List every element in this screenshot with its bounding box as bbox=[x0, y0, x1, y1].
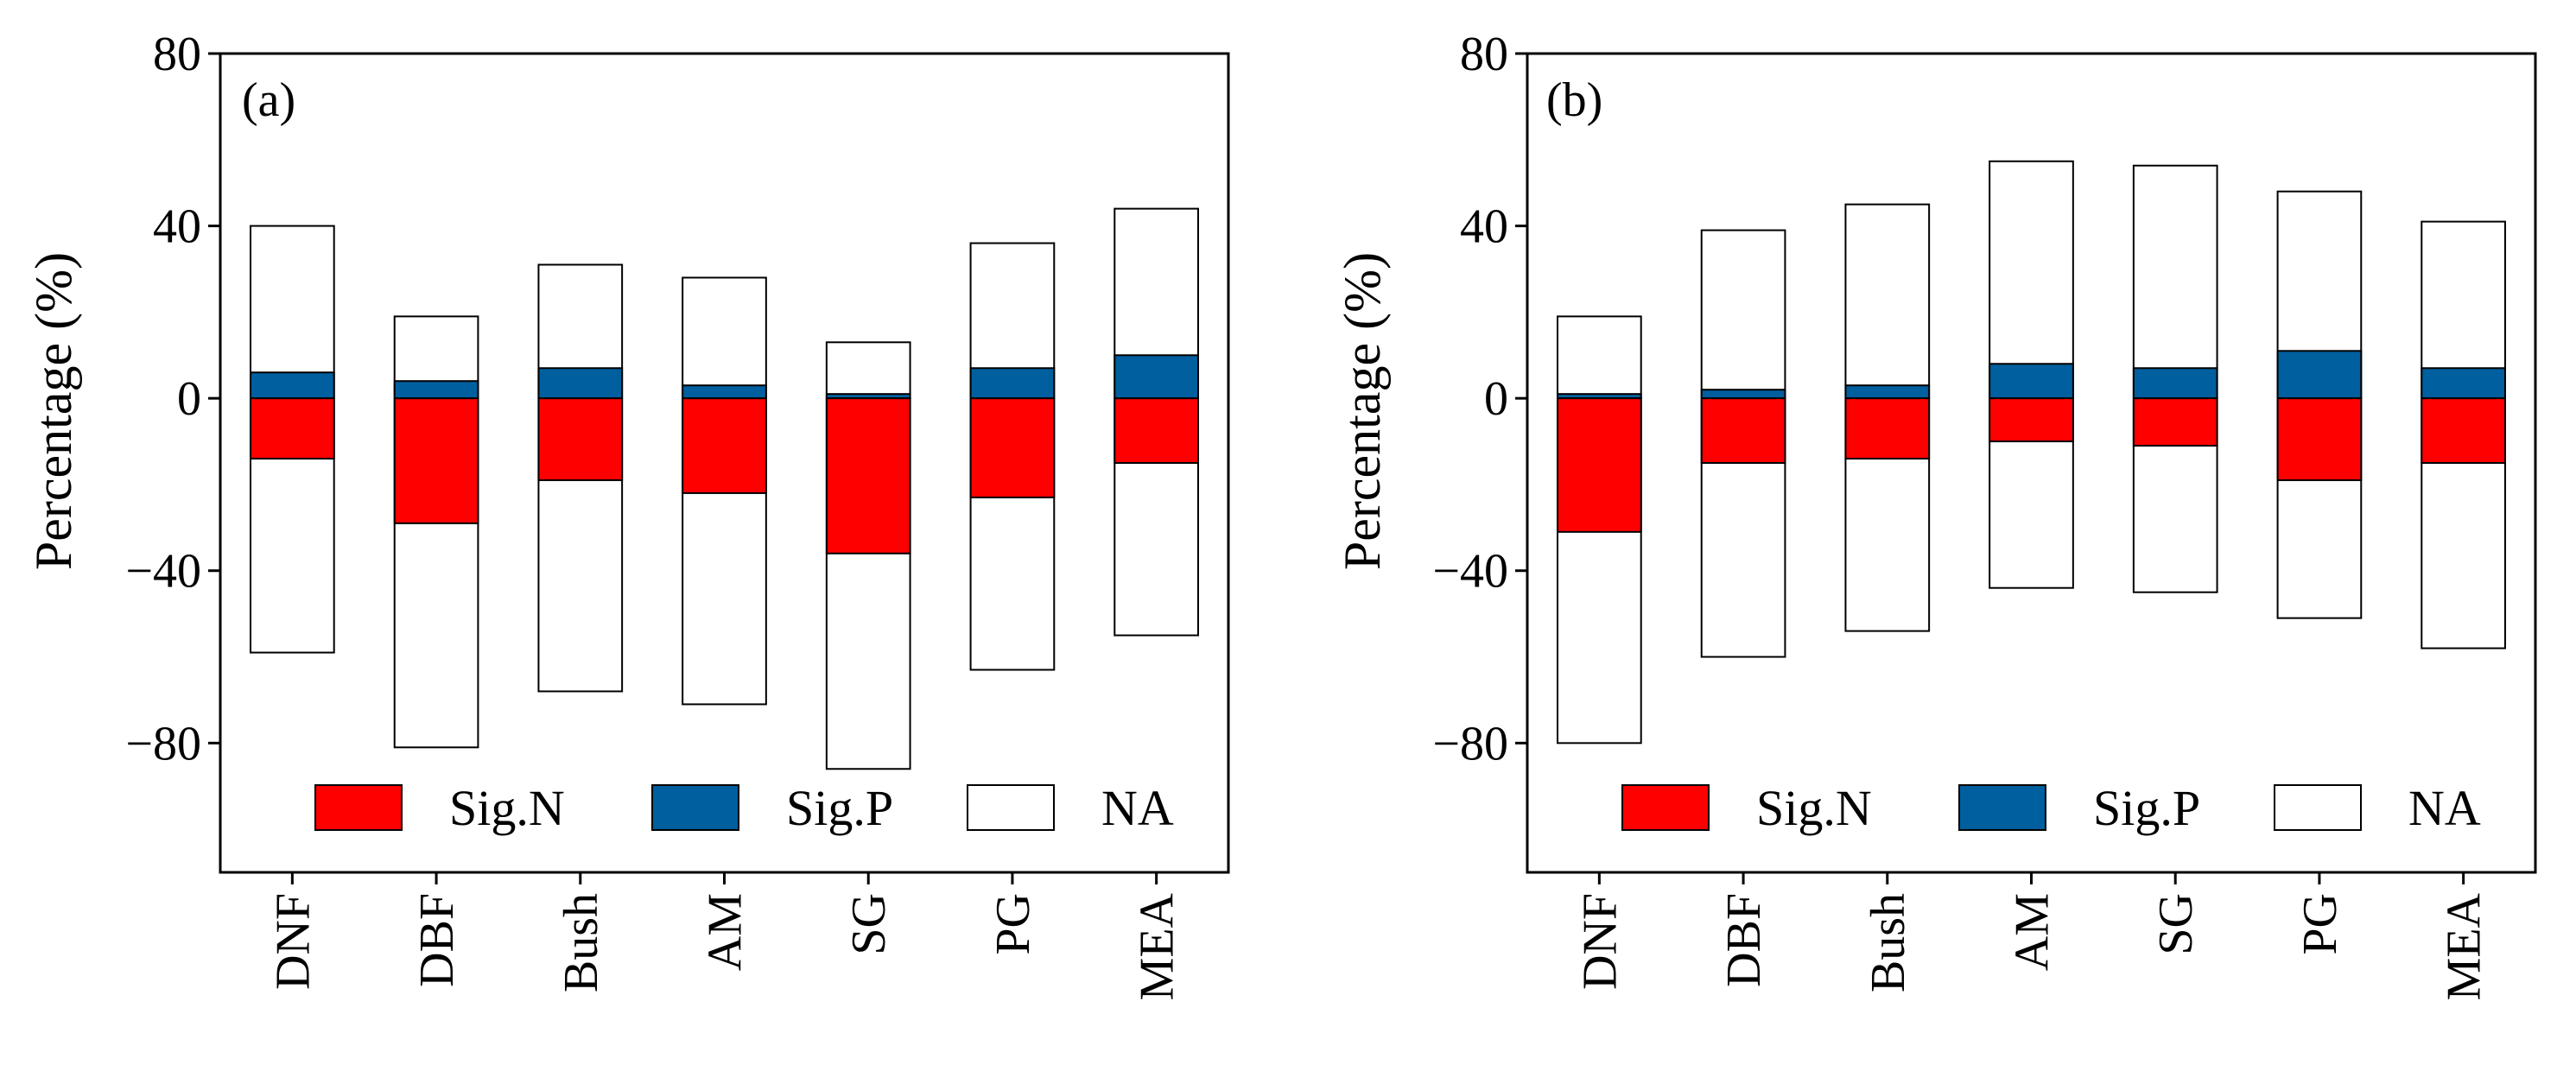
x-tick-label-bush: Bush bbox=[1862, 893, 1915, 992]
x-tick-label-sg: SG bbox=[842, 893, 896, 955]
bar-sign-dnf bbox=[1557, 397, 1642, 533]
x-tick-label-mea: MEA bbox=[1131, 892, 1184, 1000]
y-tick-label: −40 bbox=[125, 545, 201, 599]
x-tick-label-dbf: DBF bbox=[1717, 893, 1771, 987]
y-tick-label: 0 bbox=[1484, 372, 1508, 426]
bar-sign-mea bbox=[2421, 397, 2506, 464]
bar-sign-pg bbox=[2276, 397, 2363, 481]
bar-sigp-dbf bbox=[393, 380, 479, 400]
legend-swatch-na bbox=[2274, 784, 2362, 831]
bar-sigp-dbf bbox=[1700, 389, 1786, 400]
x-tick-label-pg: PG bbox=[2294, 893, 2347, 955]
y-tick-label: −40 bbox=[1432, 545, 1508, 599]
y-tick-label: −80 bbox=[125, 717, 201, 770]
x-tick-label-bush: Bush bbox=[555, 893, 608, 992]
x-tick-label-dbf: DBF bbox=[410, 893, 464, 987]
chart-panel-b: 80 40 0 −40 −80 DNF DBF Bush AM SG PG MEA Percentage… bbox=[1334, 28, 2537, 1000]
bar-sigp-sg bbox=[2132, 367, 2218, 400]
x-tick-label-am: AM bbox=[2006, 893, 2059, 971]
x-tick-label-mea: MEA bbox=[2438, 892, 2491, 1000]
panel-label: (a) bbox=[242, 73, 295, 127]
bar-sign-bush bbox=[537, 397, 624, 481]
x-tick-label-am: AM bbox=[699, 893, 752, 971]
legend-label-sigp: Sig.P bbox=[786, 780, 893, 836]
bar-sigp-pg bbox=[2276, 350, 2363, 400]
panel-label: (b) bbox=[1546, 73, 1602, 127]
legend-label-sigp: Sig.P bbox=[2093, 780, 2200, 836]
legend-swatch-sigp bbox=[1958, 784, 2046, 831]
bar-sigp-mea bbox=[1114, 354, 1199, 400]
bar-sigp-pg bbox=[969, 367, 1056, 400]
bar-sign-pg bbox=[969, 397, 1056, 498]
bar-sign-am bbox=[682, 397, 767, 494]
y-axis-label: Percentage (%) bbox=[25, 252, 82, 570]
bar-sign-dbf bbox=[393, 397, 479, 524]
legend: Sig.N Sig.P NA bbox=[1621, 780, 2481, 836]
y-tick-label: −80 bbox=[1432, 717, 1508, 770]
legend-label-sign: Sig.N bbox=[449, 780, 565, 836]
x-tick-label-dnf: DNF bbox=[266, 893, 320, 990]
bar-sigp-bush bbox=[1844, 384, 1931, 400]
bar-sigp-bush bbox=[537, 367, 624, 400]
legend: Sig.N Sig.P NA bbox=[314, 780, 1174, 836]
bar-sign-mea bbox=[1114, 397, 1199, 464]
bar-sigp-mea bbox=[2421, 367, 2506, 400]
bar-sign-dbf bbox=[1700, 397, 1786, 464]
y-tick-label: 80 bbox=[1460, 28, 1508, 81]
legend-swatch-sign bbox=[1621, 784, 1710, 831]
bar-sign-bush bbox=[1844, 397, 1931, 460]
chart-panel-a: 80 40 0 −40 −80 DNF DBF Bush AM SG PG MEA Percentage… bbox=[25, 28, 1230, 1000]
legend-swatch-sigp bbox=[651, 784, 739, 831]
legend-label-na: NA bbox=[2408, 780, 2481, 836]
x-tick-label-sg: SG bbox=[2149, 893, 2203, 955]
bar-sigp-am bbox=[1989, 363, 2074, 400]
bar-sign-dnf bbox=[250, 397, 335, 460]
y-tick-label: 80 bbox=[153, 28, 201, 81]
y-tick-label: 40 bbox=[1460, 200, 1508, 254]
x-tick-label-pg: PG bbox=[987, 893, 1040, 955]
bar-sigp-dnf bbox=[250, 371, 335, 400]
y-axis-label: Percentage (%) bbox=[1334, 252, 1391, 570]
bar-sigp-am bbox=[682, 384, 767, 400]
legend-swatch-sign bbox=[314, 784, 403, 831]
legend-swatch-na bbox=[967, 784, 1055, 831]
bar-sign-sg bbox=[2132, 397, 2218, 447]
legend-label-sign: Sig.N bbox=[1756, 780, 1872, 836]
bar-sign-sg bbox=[825, 397, 911, 555]
y-tick-label: 0 bbox=[177, 372, 201, 426]
legend-label-na: NA bbox=[1101, 780, 1174, 836]
y-tick-label: 40 bbox=[153, 200, 201, 254]
bar-sign-am bbox=[1989, 397, 2074, 443]
x-tick-label-dnf: DNF bbox=[1573, 893, 1627, 990]
